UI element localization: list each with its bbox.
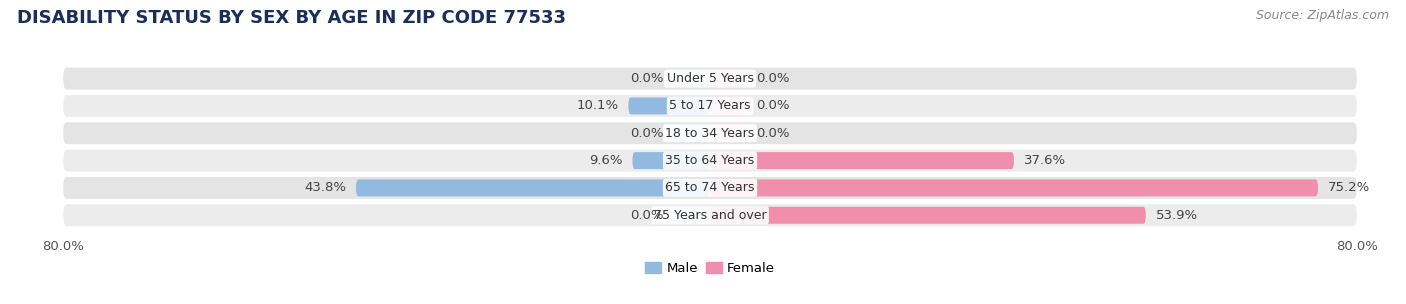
FancyBboxPatch shape [710,70,747,87]
FancyBboxPatch shape [63,67,1357,89]
Text: 53.9%: 53.9% [1156,209,1198,222]
Text: DISABILITY STATUS BY SEX BY AGE IN ZIP CODE 77533: DISABILITY STATUS BY SEX BY AGE IN ZIP C… [17,9,565,27]
Text: 0.0%: 0.0% [756,99,790,112]
FancyBboxPatch shape [63,150,1357,171]
Text: 75 Years and over: 75 Years and over [654,209,766,222]
Text: 0.0%: 0.0% [630,209,664,222]
Text: 75.2%: 75.2% [1327,181,1369,195]
FancyBboxPatch shape [63,122,1357,144]
FancyBboxPatch shape [356,179,710,196]
Legend: Male, Female: Male, Female [640,256,780,280]
Text: 0.0%: 0.0% [756,127,790,140]
FancyBboxPatch shape [673,207,710,224]
Text: 18 to 34 Years: 18 to 34 Years [665,127,755,140]
FancyBboxPatch shape [710,179,1317,196]
FancyBboxPatch shape [63,95,1357,117]
Text: Source: ZipAtlas.com: Source: ZipAtlas.com [1256,9,1389,22]
Text: 10.1%: 10.1% [576,99,619,112]
FancyBboxPatch shape [628,97,710,114]
Text: 65 to 74 Years: 65 to 74 Years [665,181,755,195]
FancyBboxPatch shape [63,204,1357,226]
FancyBboxPatch shape [63,177,1357,199]
Text: 43.8%: 43.8% [304,181,346,195]
Text: Under 5 Years: Under 5 Years [666,72,754,85]
FancyBboxPatch shape [710,207,1146,224]
FancyBboxPatch shape [710,97,747,114]
Text: 0.0%: 0.0% [630,72,664,85]
FancyBboxPatch shape [710,152,1014,169]
Text: 5 to 17 Years: 5 to 17 Years [669,99,751,112]
FancyBboxPatch shape [633,152,710,169]
Text: 37.6%: 37.6% [1024,154,1066,167]
Text: 0.0%: 0.0% [630,127,664,140]
FancyBboxPatch shape [673,70,710,87]
FancyBboxPatch shape [710,125,747,142]
Text: 35 to 64 Years: 35 to 64 Years [665,154,755,167]
Text: 9.6%: 9.6% [589,154,623,167]
Text: 0.0%: 0.0% [756,72,790,85]
FancyBboxPatch shape [673,125,710,142]
